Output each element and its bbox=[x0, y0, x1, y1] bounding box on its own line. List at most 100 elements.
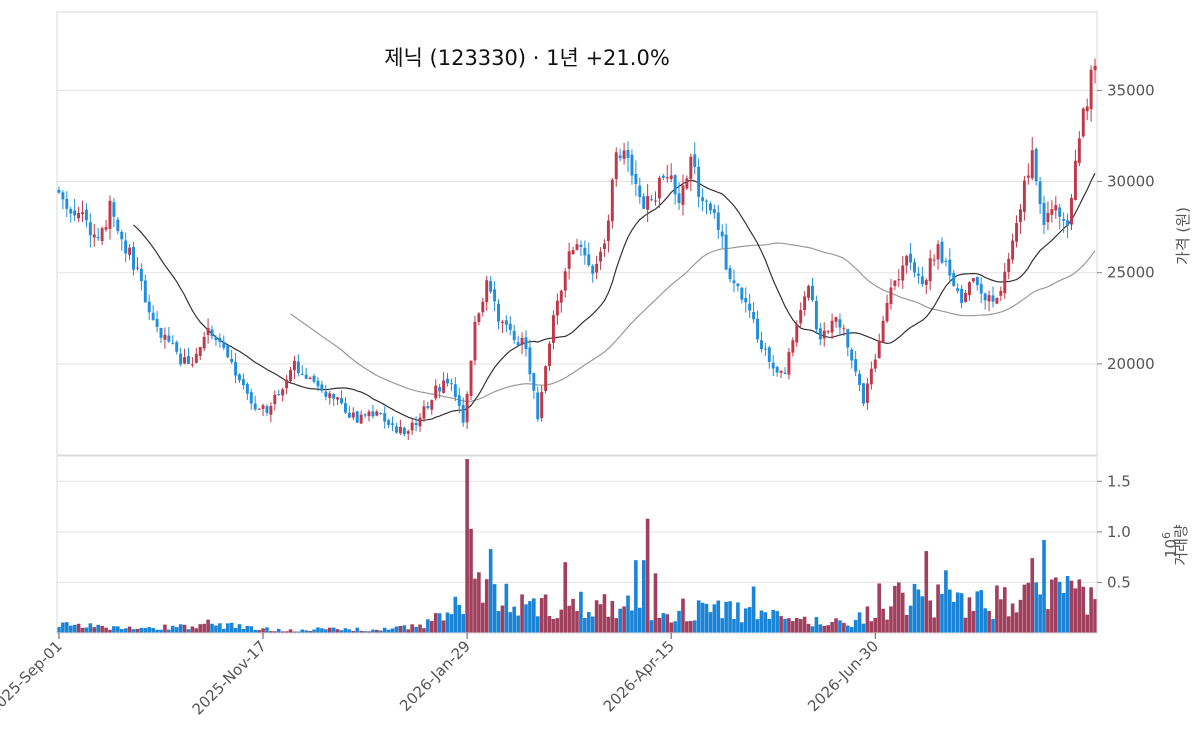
candle bbox=[1085, 98, 1089, 121]
volume-bar bbox=[445, 612, 450, 633]
volume-bar bbox=[551, 618, 556, 633]
volume-bar bbox=[68, 625, 73, 633]
candle-body bbox=[273, 394, 277, 405]
volume-bar bbox=[218, 623, 222, 633]
candle-body bbox=[838, 319, 842, 328]
candle-body bbox=[995, 298, 999, 304]
candle bbox=[65, 191, 69, 218]
volume-bar bbox=[1081, 586, 1086, 633]
volume-bar bbox=[461, 613, 465, 633]
candle-body bbox=[143, 280, 147, 303]
candle-body bbox=[418, 417, 422, 427]
volume-bar bbox=[924, 551, 929, 633]
volume-bar bbox=[634, 560, 638, 633]
volume-bar bbox=[327, 627, 332, 633]
volume-bar bbox=[288, 629, 293, 633]
chart-title: 제닉 (123330) · 1년 +21.0% bbox=[384, 46, 670, 70]
volume-bar bbox=[159, 629, 163, 633]
volume-bar bbox=[410, 624, 414, 633]
candle-body bbox=[756, 318, 759, 340]
candle-body bbox=[626, 149, 630, 158]
price-tick-label: 20000 bbox=[1107, 355, 1155, 373]
candle bbox=[1058, 203, 1062, 230]
candle bbox=[493, 281, 497, 312]
candle bbox=[249, 388, 253, 410]
candle bbox=[901, 256, 905, 289]
candle bbox=[190, 357, 194, 368]
candle bbox=[100, 226, 104, 246]
candle bbox=[771, 355, 775, 377]
volume-bar bbox=[261, 628, 265, 633]
candle-body bbox=[312, 375, 316, 382]
volume-bar bbox=[665, 614, 670, 633]
candle-body bbox=[807, 286, 811, 298]
candle-body bbox=[932, 259, 936, 261]
candle-body bbox=[1062, 218, 1066, 221]
candle-body bbox=[77, 212, 81, 219]
candle-body bbox=[822, 330, 826, 339]
candle bbox=[218, 333, 222, 348]
candle-body bbox=[642, 196, 646, 209]
candle bbox=[1066, 213, 1070, 238]
candle-body bbox=[92, 234, 96, 238]
candle bbox=[210, 325, 214, 340]
volume-bar bbox=[1077, 579, 1082, 633]
candle bbox=[936, 240, 940, 270]
volume-bar bbox=[473, 578, 477, 633]
candle bbox=[763, 343, 767, 356]
candle bbox=[548, 341, 551, 371]
volume-bar bbox=[433, 613, 438, 633]
candle-body bbox=[135, 267, 139, 269]
volume-bar bbox=[810, 626, 815, 633]
volume-bar bbox=[210, 623, 214, 633]
candle bbox=[614, 147, 618, 187]
volume-bar bbox=[857, 612, 862, 633]
volume-bar bbox=[991, 619, 995, 633]
volume-bar bbox=[190, 626, 195, 633]
volume-bar bbox=[426, 619, 430, 633]
candle-body bbox=[226, 345, 230, 358]
volume-bar bbox=[88, 623, 93, 633]
candle-body bbox=[873, 359, 877, 369]
volume-bar bbox=[300, 629, 305, 633]
volume-bar bbox=[602, 594, 607, 633]
volume-bar bbox=[335, 629, 340, 633]
volume-bar bbox=[96, 624, 101, 633]
candle-body bbox=[261, 405, 265, 409]
candle-body bbox=[320, 384, 324, 391]
volume-bar bbox=[826, 625, 830, 633]
volume-bar bbox=[983, 608, 987, 633]
candle bbox=[128, 244, 132, 260]
candle-body bbox=[1026, 175, 1030, 178]
candle-body bbox=[759, 340, 763, 350]
candle-body bbox=[559, 290, 563, 303]
volume-bar bbox=[1030, 558, 1035, 633]
candle bbox=[69, 206, 73, 223]
candle-body bbox=[524, 337, 528, 350]
candle-body bbox=[65, 198, 69, 209]
candle-body bbox=[736, 283, 740, 287]
candle bbox=[626, 141, 630, 173]
candle bbox=[842, 324, 846, 336]
volume-bar bbox=[257, 630, 261, 633]
candle-body bbox=[956, 288, 960, 291]
volume-bar bbox=[645, 518, 650, 633]
volume-bar bbox=[657, 617, 662, 633]
candle-body bbox=[241, 379, 245, 386]
volume-bar bbox=[732, 618, 736, 633]
volume-bar bbox=[182, 624, 187, 633]
candle-body bbox=[218, 338, 222, 343]
candle bbox=[171, 335, 175, 345]
candle-body bbox=[548, 343, 551, 367]
volume-bar bbox=[783, 618, 787, 633]
volume-bar bbox=[249, 626, 254, 633]
candle bbox=[630, 149, 634, 185]
candle bbox=[194, 347, 198, 364]
candle bbox=[873, 353, 877, 373]
candle bbox=[355, 410, 359, 423]
candle bbox=[1022, 175, 1026, 221]
candle bbox=[618, 148, 622, 162]
candle bbox=[905, 254, 909, 274]
candle-body bbox=[948, 259, 952, 276]
volume-bar bbox=[606, 616, 611, 633]
